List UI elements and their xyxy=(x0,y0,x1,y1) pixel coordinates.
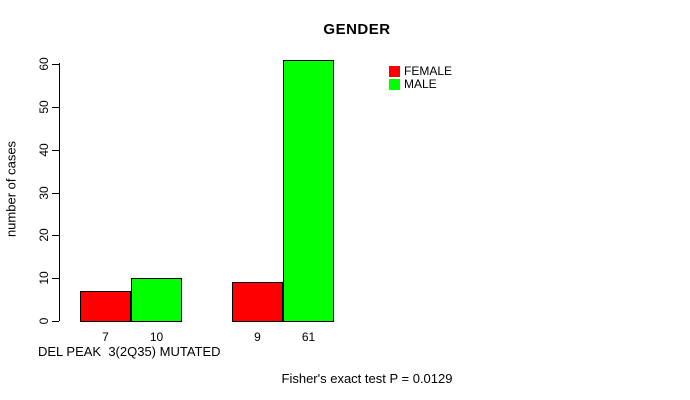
bar-male-group2 xyxy=(283,60,334,322)
y-tick-mark xyxy=(52,235,59,236)
bar-female-group1 xyxy=(80,291,131,322)
y-tick-label: 50 xyxy=(37,100,51,114)
legend-item-male: MALE xyxy=(389,78,452,90)
y-tick-mark xyxy=(52,64,59,65)
male-color-swatch xyxy=(389,78,400,90)
y-axis-line xyxy=(59,63,60,321)
x-axis-title: DEL PEAK 3(2Q35) MUTATED xyxy=(38,344,221,359)
bar-value-label: 9 xyxy=(254,330,261,344)
y-tick-label: 10 xyxy=(37,271,51,285)
statistical-test-footnote: Fisher's exact test P = 0.0129 xyxy=(281,371,453,386)
bar-value-label: 7 xyxy=(102,330,109,344)
bar-male-group1 xyxy=(131,278,182,322)
bar-female-group2 xyxy=(232,282,283,322)
y-tick-label: 20 xyxy=(37,228,51,242)
y-tick-label: 30 xyxy=(37,186,51,200)
bar-value-label: 61 xyxy=(301,330,316,344)
y-tick-mark xyxy=(52,107,59,108)
y-tick-label: 0 xyxy=(37,317,51,325)
legend-item-female: FEMALE xyxy=(389,65,452,77)
y-tick-mark xyxy=(52,321,59,322)
y-tick-label: 40 xyxy=(37,143,51,157)
legend-label-female: FEMALE xyxy=(404,64,453,78)
legend-label-male: MALE xyxy=(404,77,437,91)
y-tick-mark xyxy=(52,150,59,151)
chart-title: GENDER xyxy=(323,21,391,38)
y-tick-mark xyxy=(52,193,59,194)
bar-value-label: 10 xyxy=(149,330,164,344)
y-tick-label: 60 xyxy=(37,57,51,71)
legend: FEMALE MALE xyxy=(389,65,452,91)
y-tick-mark xyxy=(52,278,59,279)
female-color-swatch xyxy=(389,65,400,77)
y-axis-title: number of cases xyxy=(3,140,19,238)
